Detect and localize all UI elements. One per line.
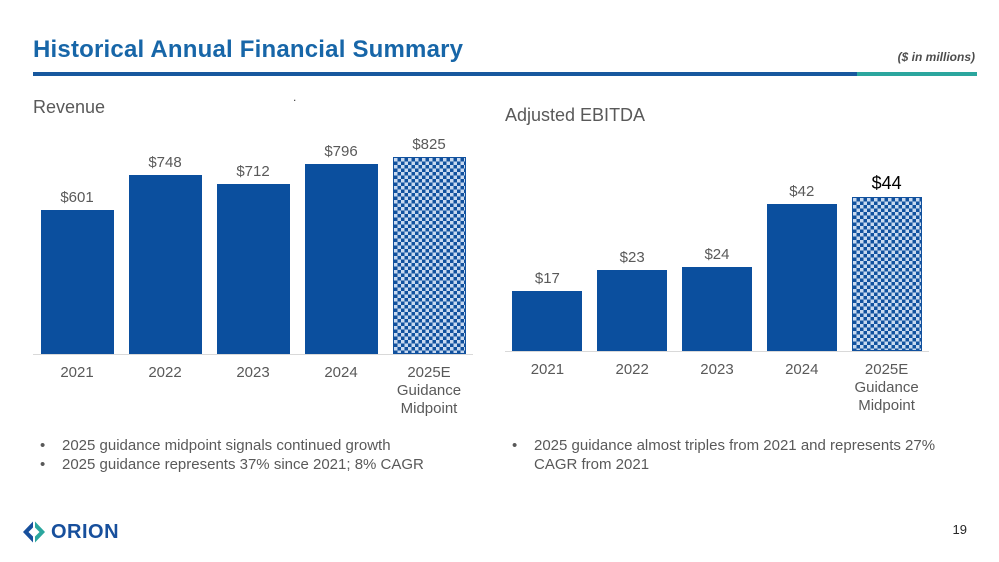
page-title: Historical Annual Financial Summary bbox=[33, 36, 464, 63]
revenue-chart: Revenue $601 $748 $712 $796 $825 2021 2022 202… bbox=[33, 95, 473, 418]
x-axis-label-2022: 2022 bbox=[148, 364, 182, 381]
bullet-text: 2025 guidance almost triples from 2021 a… bbox=[534, 437, 936, 473]
bar-2025E bbox=[392, 157, 466, 354]
x-axis-label-2024: 2024 bbox=[785, 361, 819, 378]
bar-column-2022: $748 bbox=[121, 120, 209, 354]
x-axis-label-2023: 2023 bbox=[700, 361, 734, 378]
bar-2024 bbox=[766, 204, 837, 351]
chart-title-adjusted-ebitda: Adjusted EBITDA bbox=[505, 105, 646, 125]
list-item: 2025 guidance almost triples from 2021 a… bbox=[505, 436, 963, 474]
x-axis-label-2022: 2022 bbox=[615, 361, 649, 378]
bar-2022 bbox=[128, 175, 202, 354]
orion-logo: ORION bbox=[22, 520, 119, 544]
orion-logo-text: ORION bbox=[51, 520, 120, 543]
bar-column-2025E: $825 bbox=[385, 120, 473, 354]
bar-2025E bbox=[851, 197, 922, 351]
ebitda-plot-area: $17 $23 $24 $42 $44 bbox=[505, 128, 929, 352]
bullet-text: 2025 guidance midpoint signals continued… bbox=[62, 437, 391, 454]
list-item: 2025 guidance represents 37% since 2021;… bbox=[33, 455, 488, 474]
bullet-marker bbox=[505, 436, 534, 474]
bar-column-2021: $17 bbox=[505, 128, 590, 351]
bar-2021 bbox=[512, 291, 583, 351]
orion-diamond-icon bbox=[23, 521, 45, 543]
bar-column-2023: $712 bbox=[209, 120, 297, 354]
bar-2021 bbox=[40, 210, 114, 354]
bar-value-label-2023: $24 bbox=[704, 246, 730, 263]
ebitda-bullet-list: 2025 guidance almost triples from 2021 a… bbox=[505, 436, 963, 474]
bar-value-label-2021: $601 bbox=[60, 189, 94, 206]
bullet-text: 2025 guidance represents 37% since 2021;… bbox=[62, 456, 424, 473]
x-axis-label-2025E: 2025E Guidance Midpoint bbox=[396, 364, 462, 417]
bar-column-2025E: $44 bbox=[844, 128, 929, 351]
stray-period: . bbox=[293, 90, 297, 104]
revenue-bullet-list: 2025 guidance midpoint signals continued… bbox=[33, 436, 488, 474]
bar-value-label-2024: $796 bbox=[324, 143, 358, 160]
x-axis-label-2025E: 2025E Guidance Midpoint bbox=[854, 361, 919, 414]
bar-2023 bbox=[216, 184, 290, 354]
x-axis-label-2024: 2024 bbox=[324, 364, 358, 381]
bar-value-label-2025E: $825 bbox=[412, 136, 446, 153]
bar-column-2024: $796 bbox=[297, 120, 385, 354]
bar-value-label-2022: $23 bbox=[619, 249, 645, 266]
bar-column-2022: $23 bbox=[590, 128, 675, 351]
units-note: ($ in millions) bbox=[897, 50, 975, 64]
revenue-plot-area: $601 $748 $712 $796 $825 bbox=[33, 120, 473, 355]
bar-2024 bbox=[304, 164, 378, 354]
x-axis-label-2023: 2023 bbox=[236, 364, 270, 381]
bar-value-label-2025E: $44 bbox=[871, 173, 902, 193]
bar-2022 bbox=[597, 270, 668, 351]
bullet-marker bbox=[33, 455, 62, 474]
x-axis-label-2021: 2021 bbox=[530, 361, 565, 378]
bar-2023 bbox=[681, 267, 752, 351]
chart-title-revenue: Revenue bbox=[33, 97, 106, 117]
title-underline-rule bbox=[33, 72, 977, 76]
bar-value-label-2022: $748 bbox=[148, 154, 182, 171]
page-number: 19 bbox=[952, 522, 967, 537]
bar-value-label-2024: $42 bbox=[789, 183, 815, 200]
bar-column-2024: $42 bbox=[759, 128, 844, 351]
bar-value-label-2021: $17 bbox=[534, 270, 560, 287]
ebitda-x-axis: 2021 2022 2023 2024 2025E Guidance Midpoint bbox=[505, 352, 929, 415]
bar-column-2021: $601 bbox=[33, 120, 121, 354]
bar-value-label-2023: $712 bbox=[236, 163, 270, 180]
list-item: 2025 guidance midpoint signals continued… bbox=[33, 436, 488, 455]
x-axis-label-2021: 2021 bbox=[60, 364, 94, 381]
adjusted-ebitda-chart: Adjusted EBITDA $17 $23 $24 $42 $44 2021 2022… bbox=[505, 103, 929, 415]
bar-column-2023: $24 bbox=[675, 128, 760, 351]
revenue-x-axis: 2021 2022 2023 2024 2025E Guidance Midpoint bbox=[33, 355, 473, 418]
bullet-marker bbox=[33, 436, 62, 455]
